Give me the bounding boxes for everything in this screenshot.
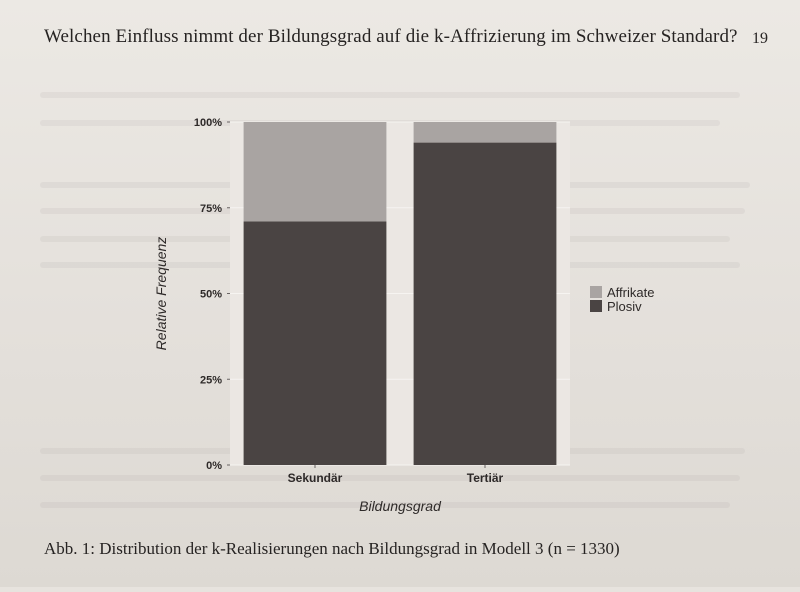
y-tick-label: 25% bbox=[200, 374, 222, 386]
figure-caption: Abb. 1: Distribution der k-Realisierunge… bbox=[44, 539, 620, 558]
y-tick-label: 50% bbox=[200, 289, 222, 301]
legend-label-affrikate: Affrikate bbox=[607, 285, 654, 300]
y-tick-label: 100% bbox=[194, 117, 222, 129]
bar-segment-plosiv-1 bbox=[413, 142, 557, 465]
bar-segment-plosiv-0 bbox=[243, 221, 387, 465]
show-through-text bbox=[40, 475, 740, 481]
bar-segment-affrikate-0 bbox=[243, 122, 387, 222]
show-through-text bbox=[40, 92, 740, 98]
bar-segment-affrikate-1 bbox=[413, 122, 557, 143]
x-tick-label: Sekundär bbox=[288, 471, 343, 485]
legend-label-plosiv: Plosiv bbox=[607, 299, 642, 314]
legend-swatch-plosiv bbox=[590, 300, 602, 312]
legend-swatch-affrikate bbox=[590, 286, 602, 298]
y-tick-label: 0% bbox=[206, 460, 222, 472]
running-header: Welchen Einfluss nimmt der Bildungsgrad … bbox=[44, 26, 738, 47]
y-axis-title: Relative Frequenz bbox=[153, 237, 169, 351]
show-through-text bbox=[40, 502, 730, 508]
x-axis-title: Bildungsgrad bbox=[359, 498, 442, 514]
y-tick-label: 75% bbox=[200, 203, 222, 215]
x-tick-label: Tertiär bbox=[467, 471, 504, 485]
page-number: 19 bbox=[752, 30, 768, 47]
